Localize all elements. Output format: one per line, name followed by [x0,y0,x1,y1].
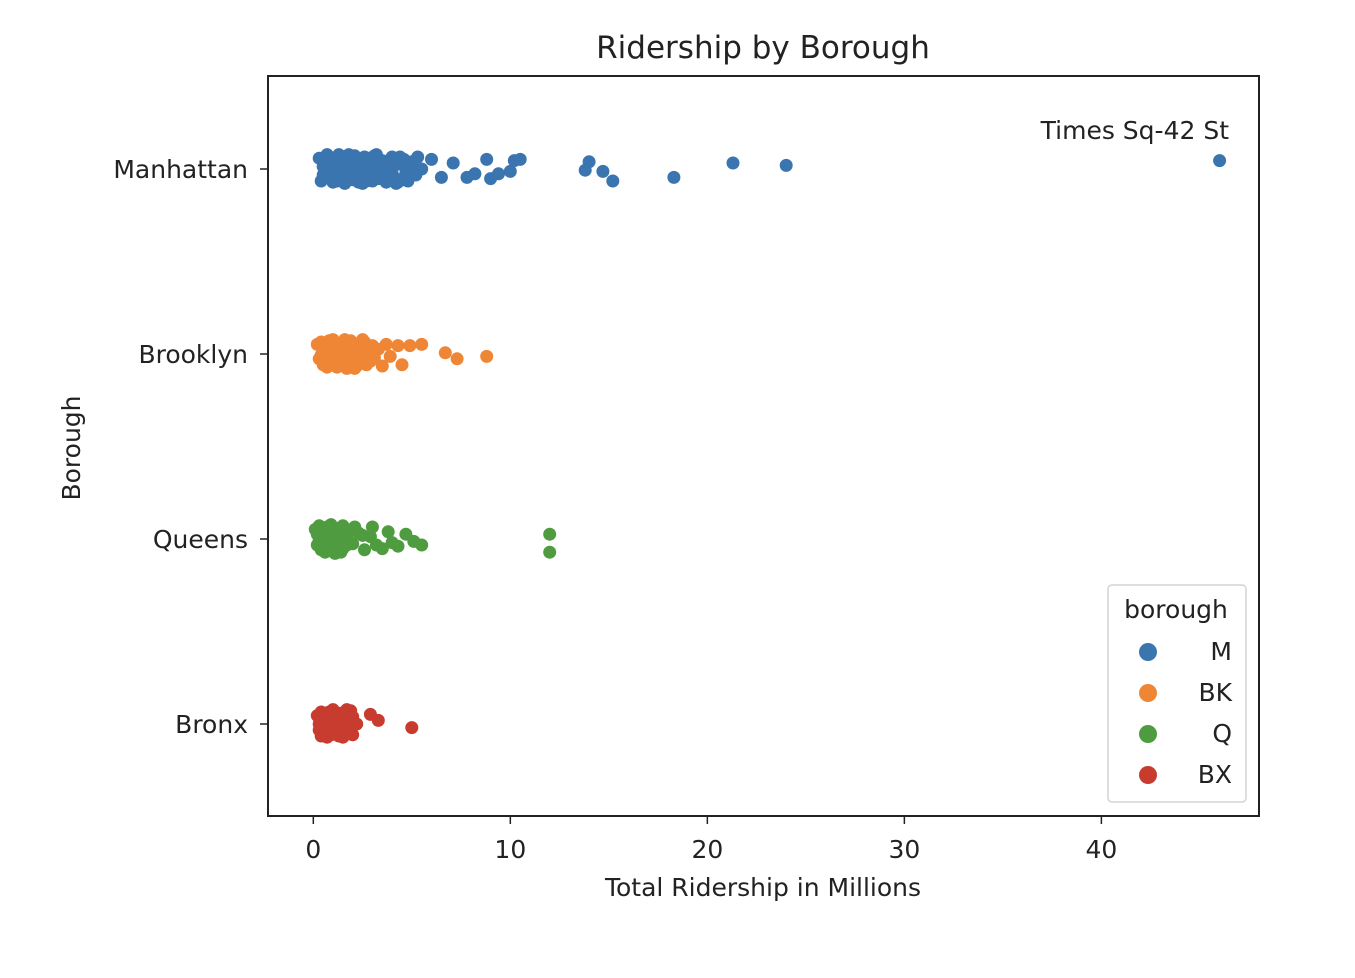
y-axis-label: Borough [57,395,86,500]
chart-title: Ridership by Borough [596,30,930,66]
point-m [318,170,332,184]
legend-marker-m [1139,643,1157,661]
point-bk [324,336,338,350]
point-q [346,537,360,551]
annotation-times-sq: Times Sq-42 St [1040,116,1230,145]
point-m [779,158,793,172]
legend-marker-bk [1139,684,1157,702]
plot-frame [267,75,1260,817]
legend-label-m: M [1210,637,1232,666]
point-bx [405,721,419,735]
point-bk [379,337,393,351]
point-q [336,519,350,533]
legend: borough M BK Q BX [1107,584,1247,803]
points-layer [308,148,1227,744]
y-tick-label: Manhattan [113,155,248,184]
point-m [342,148,356,162]
point-q [334,545,348,559]
point-m [513,152,527,166]
legend-box [1107,584,1247,803]
legend-label-bx: BX [1198,760,1232,789]
point-bk [356,333,370,347]
legend-label-bk: BK [1198,678,1232,707]
point-m [393,150,407,164]
point-m [492,167,505,181]
point-m [596,164,610,178]
point-q [391,539,405,553]
point-m [726,156,740,170]
point-q [356,528,370,542]
point-q [543,527,557,541]
legend-title: borough [1124,595,1228,624]
legend-label-q: Q [1212,719,1232,748]
point-m [371,172,385,186]
point-m [411,150,425,164]
point-m [358,150,371,164]
x-tick-label: 10 [494,835,526,864]
y-tick-label: Bronx [175,710,248,739]
point-bk [415,337,429,351]
point-m [330,166,344,180]
point-m [582,155,596,169]
point-m [480,152,494,166]
point-bk [480,349,494,363]
point-q [543,545,557,559]
y-tick-label: Queens [153,525,248,554]
point-q [381,525,395,539]
point-bk [438,346,452,360]
point-m [403,158,417,172]
point-m [503,164,517,178]
point-q [358,543,371,557]
point-bk [391,339,405,353]
x-tick-label: 40 [1085,835,1117,864]
point-bk [375,359,389,373]
point-bx [350,717,364,731]
point-bx [371,713,385,727]
legend-marker-bx [1139,766,1157,784]
x-axis-label: Total Ridership in Millions [604,873,921,902]
point-bk [358,357,371,371]
point-m [446,156,460,170]
point-bx [322,705,336,719]
x-tick-label: 0 [305,835,321,864]
point-bk [450,352,464,366]
point-m [468,167,482,181]
point-bk [395,358,409,372]
point-q [375,542,389,556]
point-q [415,538,429,552]
point-bk [348,341,362,355]
point-m [391,175,405,189]
x-tick-label: 20 [691,835,723,864]
y-tick-label: Brooklyn [138,340,248,369]
point-bk [403,339,417,353]
point-m [434,170,448,184]
point-q [348,520,362,534]
point-m [667,170,681,184]
point-m [348,169,362,183]
point-bk [383,349,397,363]
point-m [415,162,429,176]
x-tick-label: 30 [888,835,920,864]
point-bx [314,729,328,743]
point-bx [330,723,344,737]
point-m [316,160,330,174]
point-bk [332,346,346,360]
point-q [326,521,340,535]
point-m [377,161,391,175]
x-axis: 0 10 20 30 40 [305,816,1117,864]
legend-marker-q [1139,725,1157,743]
point-m [425,152,438,166]
point-m [326,151,340,165]
point-m [606,174,620,188]
point-bk [340,361,354,375]
point-m [1213,154,1227,168]
y-axis: Manhattan Brooklyn Queens Bronx [113,155,268,739]
point-q [365,520,379,534]
